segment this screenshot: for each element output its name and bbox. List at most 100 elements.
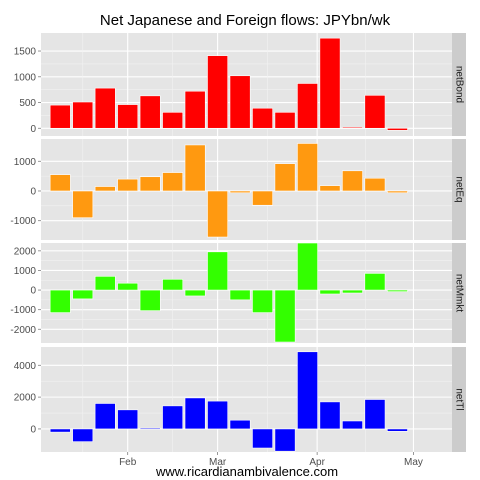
bar-netTl (117, 409, 139, 430)
bar-netEq (162, 172, 184, 192)
bar-netBond (184, 90, 206, 129)
x-tick-label: Apr (309, 457, 325, 468)
panels-group: 050010001500netBond-100001000netEq-2000-… (10, 33, 466, 452)
bar-netBond (274, 112, 296, 129)
bar-netTl (342, 420, 363, 430)
x-axis: Feb Mar Apr May (119, 452, 423, 468)
panel-netEq: -1000 0 1000 netEq (10, 139, 466, 240)
y-tick-label: 500 (19, 98, 36, 109)
y-tick-label: -2000 (10, 325, 36, 336)
bar-netTl (49, 428, 71, 433)
y-tick-label: 1000 (14, 157, 37, 168)
y-tick-label: 4000 (14, 361, 37, 372)
y-tick-label: 2000 (14, 246, 37, 257)
bar-netEq (342, 170, 363, 192)
facet-strip (452, 33, 466, 136)
bar-netEq (117, 178, 139, 192)
bar-netMmkt (342, 289, 363, 294)
y-tick-label: 0 (30, 286, 36, 297)
bar-netTl (72, 428, 94, 442)
bar-netMmkt (319, 289, 341, 295)
bar-netTl (252, 428, 273, 449)
bar-netEq (274, 163, 296, 192)
bar-netMmkt (297, 242, 318, 291)
bar-netMmkt (162, 278, 184, 291)
y-tick-label: -1000 (10, 216, 36, 227)
bar-netBond (252, 107, 273, 129)
facet-strip-label: netTl (454, 388, 465, 410)
bar-netTl (139, 427, 161, 430)
bar-netEq (49, 174, 71, 192)
bar-netEq (72, 190, 94, 219)
panel-netMmkt: -2000 -1000 0 1000 2000 netMmkt (10, 242, 466, 343)
chart-caption: www.ricardianambivalence.com (155, 464, 338, 479)
bar-netTl (364, 399, 386, 430)
y-tick-label: -1000 (10, 305, 36, 316)
y-tick-label: 1500 (14, 47, 37, 58)
chart-title: Net Japanese and Foreign flows: JPYbn/wk (100, 12, 391, 29)
bar-netMmkt (117, 282, 139, 291)
bar-netMmkt (184, 289, 206, 297)
bar-netMmkt (207, 251, 229, 291)
bar-netMmkt (49, 289, 71, 313)
bar-netEq (364, 177, 386, 192)
x-tick-label: Mar (209, 457, 227, 468)
y-tick-label: 0 (30, 186, 36, 197)
y-tick-label: 0 (30, 424, 36, 435)
bar-netBond (229, 75, 251, 129)
bar-netTl (207, 400, 229, 430)
facet-strip (452, 243, 466, 343)
facet-strip (452, 347, 466, 452)
panel-netBond: 0 500 1000 1500 netBond (14, 33, 466, 136)
bar-netEq (207, 190, 229, 238)
bar-netTl (162, 405, 184, 430)
facet-strip-label: netBond (454, 66, 465, 103)
bar-netEq (139, 176, 161, 192)
panel-background (41, 347, 452, 452)
bar-netBond (386, 127, 408, 131)
bar-netTl (386, 428, 408, 432)
bar-netTl (229, 419, 251, 430)
bar-netMmkt (386, 289, 408, 292)
bar-netTl (94, 403, 116, 430)
bar-netEq (252, 190, 273, 206)
bar-netBond (49, 104, 71, 129)
bar-netMmkt (229, 289, 251, 301)
y-tick-label: 0 (30, 124, 36, 135)
panel-netTl: 0 2000 4000 netTl (14, 347, 466, 452)
bar-netMmkt (364, 273, 386, 291)
bar-netMmkt (72, 289, 94, 300)
bar-netBond (72, 101, 94, 129)
bar-netBond (117, 104, 139, 129)
bar-netTl (297, 351, 318, 430)
facet-strip-label: netEq (454, 176, 465, 202)
bar-netTl (184, 397, 206, 430)
bar-netMmkt (139, 289, 161, 311)
bar-netBond (342, 126, 363, 129)
facet-strip (452, 139, 466, 240)
bar-netMmkt (274, 289, 296, 343)
bar-netEq (184, 144, 206, 192)
bar-netBond (94, 87, 116, 129)
y-tick-label: 2000 (14, 393, 37, 404)
bar-netEq (94, 186, 116, 192)
bar-netMmkt (252, 289, 273, 313)
bar-netEq (297, 143, 318, 192)
bar-netBond (297, 83, 318, 129)
facet-strip-label: netMmkt (454, 274, 465, 313)
x-tick-label: May (404, 457, 423, 468)
bar-netEq (386, 190, 408, 194)
bar-netEq (319, 185, 341, 192)
bar-netTl (274, 428, 296, 452)
bar-netMmkt (94, 276, 116, 291)
bar-netBond (139, 95, 161, 129)
bar-netTl (319, 401, 341, 430)
bar-netBond (364, 95, 386, 129)
bar-netEq (229, 190, 251, 194)
bar-netBond (207, 55, 229, 129)
y-tick-label: 1000 (14, 266, 37, 277)
y-tick-label: 1000 (14, 72, 37, 83)
bar-netBond (319, 37, 341, 129)
bar-netBond (162, 112, 184, 129)
